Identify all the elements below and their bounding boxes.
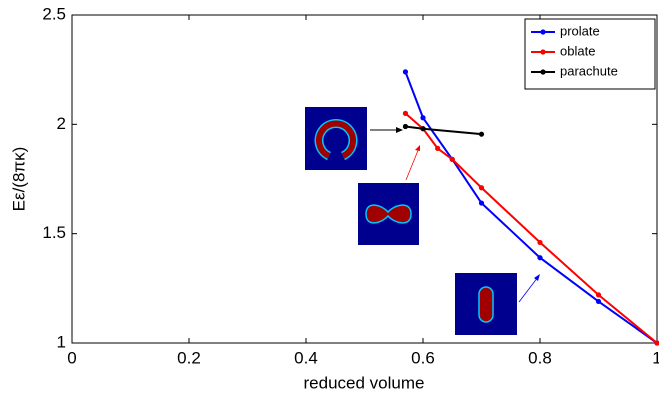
y-axis-label: Eε/(8πκ) xyxy=(9,147,28,212)
legend-marker xyxy=(540,49,546,55)
legend-box xyxy=(524,18,656,90)
point xyxy=(595,292,602,298)
x-tick-label: 0.6 xyxy=(411,348,435,367)
point xyxy=(435,145,441,151)
point xyxy=(402,110,409,116)
legend-label: oblate xyxy=(560,43,595,58)
legend-label: prolate xyxy=(560,23,600,38)
legend-marker xyxy=(540,29,546,35)
y-tick-label: 2 xyxy=(57,114,66,133)
legend-label: parachute xyxy=(560,63,618,78)
point xyxy=(537,239,543,246)
point xyxy=(420,126,426,132)
legend: prolate oblate parachute xyxy=(524,18,656,90)
inset-oblate xyxy=(358,145,420,245)
series-line xyxy=(404,112,658,344)
y-tick-label: 1 xyxy=(57,332,66,351)
x-axis-label: reduced volume xyxy=(304,373,425,392)
legend-marker xyxy=(540,69,546,75)
point xyxy=(478,200,485,206)
point xyxy=(402,123,409,130)
x-tick-label: 0 xyxy=(67,348,76,367)
x-tick-label: 1 xyxy=(652,348,659,367)
point xyxy=(478,131,485,137)
inset-prolate xyxy=(455,273,540,335)
point xyxy=(595,298,602,305)
point xyxy=(478,185,485,191)
y-tick-label: 1.5 xyxy=(42,223,66,242)
point xyxy=(449,156,455,162)
x-tick-label: 0.4 xyxy=(294,348,318,367)
point xyxy=(654,340,659,346)
insets xyxy=(305,107,540,335)
x-tick-label: 0.8 xyxy=(528,348,552,367)
inset-parachute xyxy=(305,107,403,170)
point xyxy=(402,69,409,75)
point xyxy=(420,115,426,121)
y-tick-label: 2.5 xyxy=(42,4,66,23)
point xyxy=(537,255,543,261)
x-tick-label: 0.2 xyxy=(177,348,201,367)
